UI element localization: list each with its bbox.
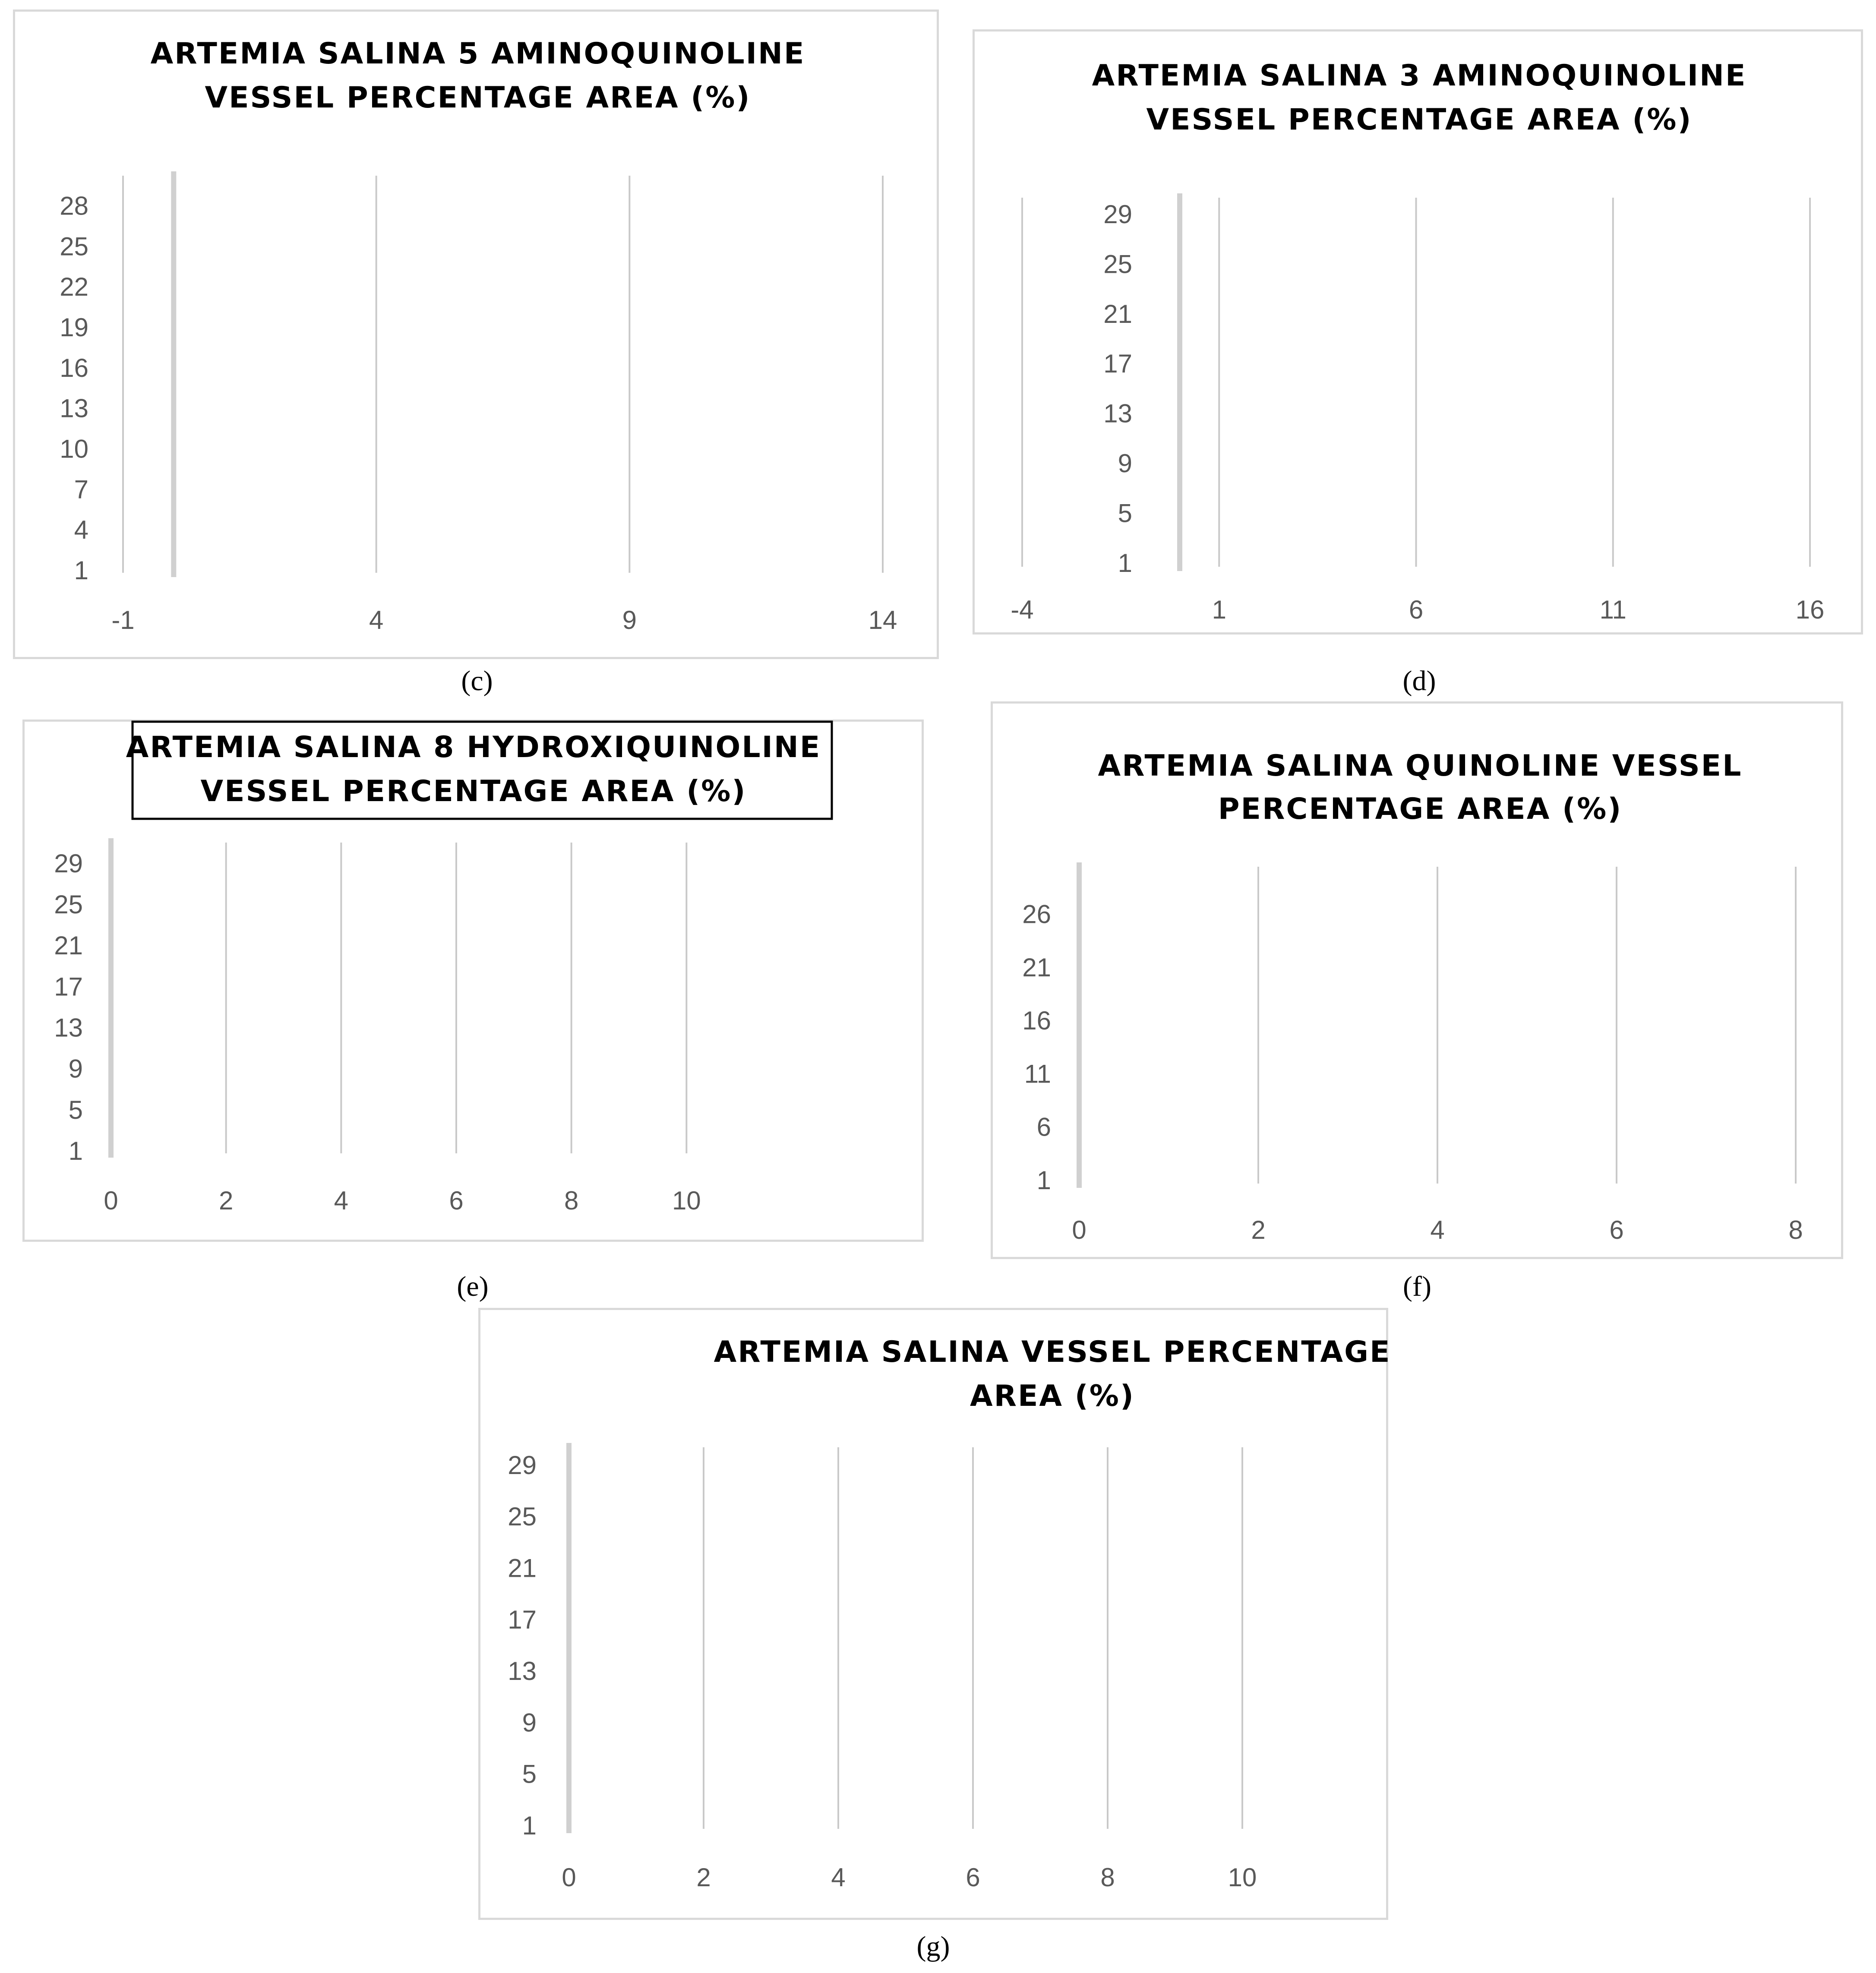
chart-f-x-tick-label: 0 (1072, 1215, 1086, 1244)
chart-g-title-line: AREA (%) (970, 1379, 1135, 1413)
chart-d-y-tick-label: 17 (1103, 349, 1132, 378)
chart-d-svg: ARTEMIA SALINA 3 AMINOQUINOLINE VESSEL PE… (1011, 59, 1825, 624)
chart-e-x-tick-label: 2 (219, 1186, 233, 1215)
chart-c-x-tick-label: -1 (111, 606, 134, 635)
caption-f: (f) (1403, 1271, 1431, 1302)
chart-d-title-line: VESSEL PERCENTAGE AREA (%) (1146, 103, 1692, 137)
chart-f-y-tick-label: 16 (1022, 1006, 1051, 1035)
chart-g-y-tick-label: 29 (508, 1451, 537, 1480)
chart-c-y-tick-label: 19 (60, 313, 88, 342)
chart-f-y-tick-label: 1 (1037, 1166, 1051, 1195)
caption-d: (d) (1402, 665, 1436, 697)
chart-d-x-tick-label: 1 (1212, 595, 1226, 624)
chart-c-y-tick-label: 16 (60, 354, 88, 382)
chart-e-y-tick-label: 21 (54, 931, 83, 960)
chart-e-x-tick-label: 8 (564, 1186, 578, 1215)
chart-c-y-tick-label: 4 (74, 515, 88, 544)
chart-g-x-tick-label: 6 (966, 1863, 980, 1892)
chart-e-y-tick-label: 1 (69, 1136, 83, 1165)
chart-g-x-tick-label: 10 (1228, 1863, 1257, 1892)
chart-f-title-line: ARTEMIA SALINA QUINOLINE VESSEL (1098, 749, 1743, 783)
chart-d-y-tick-label: 9 (1118, 449, 1132, 478)
chart-e-y-tick-label: 13 (54, 1013, 83, 1042)
chart-c-y-tick-label: 7 (74, 475, 88, 504)
chart-e-svg: ARTEMIA SALINA 8 HYDROXIQUINOLINE VESSEL … (54, 720, 833, 1215)
chart-d-x-tick-label: 11 (1600, 595, 1626, 624)
chart-g-y-tick-label: 13 (508, 1657, 537, 1686)
chart-e-x-tick-label: 6 (449, 1186, 463, 1215)
chart-f-title-line: PERCENTAGE AREA (%) (1218, 792, 1623, 826)
chart-c-y-tick-label: 25 (60, 232, 88, 261)
chart-g-x-tick-label: 4 (831, 1863, 845, 1892)
caption-g: (g) (916, 1931, 950, 1962)
chart-f-x-tick-label: 4 (1430, 1215, 1444, 1244)
chart-c-x-tick-label: 4 (369, 606, 383, 635)
chart-e-y-tick-label: 17 (54, 972, 83, 1001)
chart-e-x-tick-label: 0 (104, 1186, 118, 1215)
caption-e: (e) (457, 1271, 489, 1302)
chart-g-y-tick-label: 17 (508, 1605, 537, 1634)
chart-d-y-tick-label: 5 (1118, 499, 1132, 528)
chart-f-y-tick-label: 11 (1024, 1059, 1051, 1088)
chart-g-y-tick-label: 21 (508, 1553, 537, 1582)
chart-f-y-tick-label: 21 (1022, 953, 1051, 982)
chart-panel-e: ARTEMIA SALINA 8 HYDROXIQUINOLINE VESSEL … (22, 720, 924, 1242)
chart-d-x-tick-label: 6 (1409, 595, 1423, 624)
chart-g-y-tick-label: 5 (522, 1760, 537, 1789)
chart-d-y-tick-label: 1 (1118, 549, 1132, 578)
chart-g-x-tick-label: 8 (1100, 1863, 1115, 1892)
chart-d-y-tick-label: 21 (1103, 300, 1132, 328)
caption-c: (c) (461, 665, 493, 697)
chart-c-svg: ARTEMIA SALINA 5 AMINOQUINOLINE VESSEL PE… (60, 37, 897, 635)
chart-d-title-line: ARTEMIA SALINA 3 AMINOQUINOLINE (1092, 59, 1747, 93)
chart-g-y-tick-label: 25 (508, 1502, 537, 1531)
chart-g-svg: ARTEMIA SALINA VESSEL PERCENTAGE AREA (%)… (508, 1335, 1391, 1892)
chart-e-x-tick-label: 4 (334, 1186, 348, 1215)
chart-c-y-tick-label: 22 (60, 272, 88, 301)
chart-f-y-tick-label: 26 (1022, 900, 1051, 929)
chart-c-y-tick-label: 1 (74, 556, 88, 585)
chart-c-y-tick-label: 10 (60, 435, 88, 464)
chart-panel-g: ARTEMIA SALINA VESSEL PERCENTAGE AREA (%)… (478, 1308, 1391, 1920)
chart-d-x-tick-label: 16 (1796, 595, 1825, 624)
chart-e-y-tick-label: 9 (69, 1054, 83, 1083)
chart-e-y-tick-label: 5 (69, 1095, 83, 1124)
chart-e-title-line: VESSEL PERCENTAGE AREA (%) (200, 774, 746, 808)
chart-panel-d: ARTEMIA SALINA 3 AMINOQUINOLINE VESSEL PE… (973, 29, 1863, 635)
chart-c-x-tick-label: 14 (869, 606, 897, 635)
chart-g-y-tick-label: 1 (522, 1811, 537, 1840)
chart-c-x-tick-label: 9 (622, 606, 637, 635)
chart-e-y-tick-label: 29 (54, 849, 83, 878)
chart-c-title-line: ARTEMIA SALINA 5 AMINOQUINOLINE (151, 37, 805, 71)
chart-f-svg: ARTEMIA SALINA QUINOLINE VESSEL PERCENTAG… (1022, 749, 1803, 1244)
chart-c-title-line: VESSEL PERCENTAGE AREA (%) (205, 81, 751, 115)
chart-f-x-tick-label: 2 (1251, 1215, 1265, 1244)
chart-g-x-tick-label: 0 (562, 1863, 576, 1892)
chart-c-y-tick-label: 13 (60, 394, 88, 423)
chart-panel-f: ARTEMIA SALINA QUINOLINE VESSEL PERCENTAG… (991, 701, 1843, 1259)
chart-f-x-tick-label: 8 (1788, 1215, 1803, 1244)
chart-c-y-tick-label: 28 (60, 192, 88, 221)
chart-d-x-tick-label: -4 (1011, 595, 1033, 624)
chart-e-y-tick-label: 25 (54, 890, 83, 919)
chart-e-x-tick-label: 10 (672, 1186, 701, 1215)
chart-f-x-tick-label: 6 (1609, 1215, 1623, 1244)
chart-f-y-tick-label: 6 (1037, 1113, 1051, 1142)
chart-d-y-tick-label: 13 (1103, 399, 1132, 428)
chart-g-y-tick-label: 9 (522, 1708, 537, 1737)
chart-d-y-tick-label: 25 (1103, 249, 1132, 278)
chart-e-title-box (131, 720, 833, 820)
chart-e-title-line: ARTEMIA SALINA 8 HYDROXIQUINOLINE (126, 730, 821, 764)
chart-g-title-line: ARTEMIA SALINA VESSEL PERCENTAGE (714, 1335, 1391, 1369)
chart-d-y-tick-label: 29 (1103, 200, 1132, 229)
chart-panel-c: ARTEMIA SALINA 5 AMINOQUINOLINE VESSEL PE… (13, 9, 939, 659)
chart-g-x-tick-label: 2 (696, 1863, 711, 1892)
